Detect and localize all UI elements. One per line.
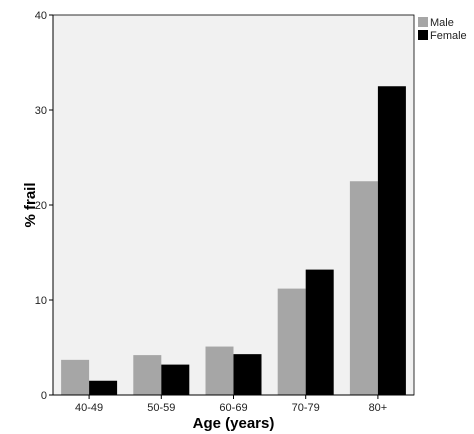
legend-label-male: Male	[430, 17, 454, 29]
y-tick-label: 40	[35, 10, 47, 22]
legend-label-female: Female	[430, 30, 467, 42]
bar-female-80+	[377, 86, 406, 395]
x-tick-label: 50-59	[147, 402, 175, 414]
bar-female-60-69	[233, 354, 262, 395]
x-tick-label: 40-49	[75, 402, 103, 414]
bar-male-60-69	[205, 346, 234, 395]
bars-layer	[61, 86, 406, 395]
bar-male-70-79	[277, 288, 306, 395]
legend-swatch-male	[418, 17, 428, 27]
legend-swatch-female	[418, 30, 428, 40]
bar-male-40-49	[61, 359, 90, 395]
bar-male-80+	[349, 181, 378, 395]
bar-female-70-79	[305, 269, 334, 395]
x-tick-label: 70-79	[292, 402, 320, 414]
y-tick-label: 20	[35, 200, 47, 212]
x-axis-title: Age (years)	[193, 415, 275, 432]
x-tick-label: 60-69	[219, 402, 247, 414]
x-tick-label: 80+	[369, 402, 388, 414]
y-tick-label: 0	[41, 390, 47, 402]
ticks-layer: 0 10 20 30 40 40-49 50-59 60-69 70-79 80+	[35, 10, 387, 414]
bar-female-40-49	[89, 380, 118, 395]
bar-male-50-59	[133, 355, 162, 395]
y-tick-label: 10	[35, 295, 47, 307]
y-tick-label: 30	[35, 105, 47, 117]
y-axis-title: % frail	[22, 182, 39, 227]
bar-female-50-59	[161, 364, 190, 395]
